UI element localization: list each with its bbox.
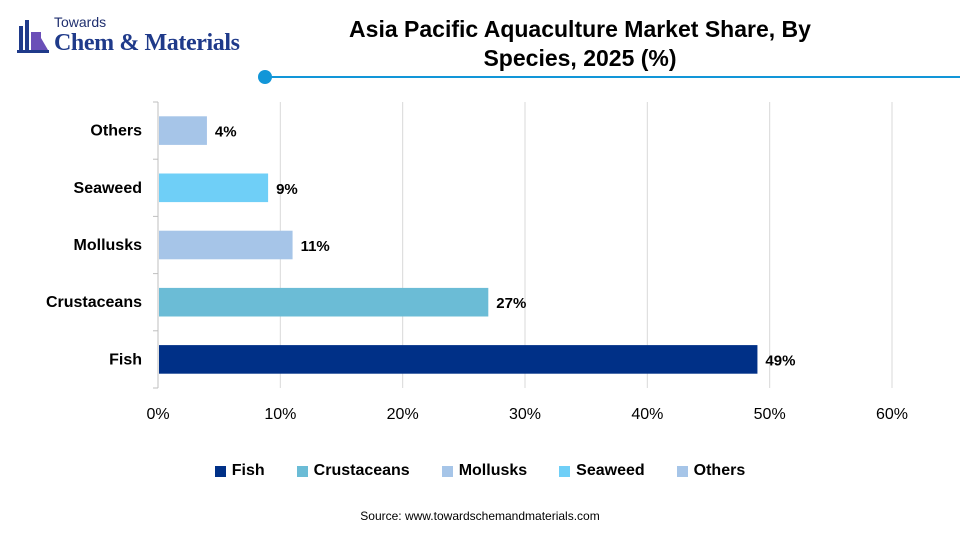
bar-fish: [159, 345, 758, 374]
legend-item-others: Others: [676, 462, 746, 480]
bar-mollusks: [159, 230, 293, 260]
x-tick-label: 0%: [146, 406, 169, 423]
x-tick-label: 50%: [754, 406, 786, 423]
category-label: Fish: [109, 351, 142, 368]
bar-seaweed: [159, 173, 269, 203]
data-label: 4%: [215, 124, 237, 141]
x-tick-label: 10%: [264, 406, 296, 423]
category-label: Seaweed: [74, 180, 142, 197]
bar-crustaceans: [159, 287, 489, 317]
brand-logo: Towards Chem & Materials: [14, 10, 254, 66]
legend-item-seaweed: Seaweed: [559, 462, 645, 480]
x-tick-label: 30%: [509, 406, 541, 423]
bar-others: [159, 116, 207, 145]
category-label: Mollusks: [74, 237, 143, 254]
legend-label: Crustaceans: [313, 462, 410, 479]
data-label: 9%: [276, 181, 298, 198]
legend-label: Fish: [231, 462, 265, 479]
x-tick-label: 40%: [631, 406, 663, 423]
data-label: 27%: [496, 295, 526, 312]
brand-line-2: Chem & Materials: [54, 30, 240, 56]
legend-item-crustaceans: Crustaceans: [296, 462, 410, 480]
x-tick-label: 20%: [387, 406, 419, 423]
legend-label: Mollusks: [458, 462, 528, 479]
chart-legend: Fish Crustaceans Mollusks Seaweed Others: [0, 462, 960, 480]
legend-item-fish: Fish: [214, 462, 265, 480]
legend-label: Others: [693, 462, 746, 479]
data-label: 11%: [301, 238, 330, 255]
legend-swatch: [214, 465, 226, 477]
legend-swatch: [441, 465, 453, 477]
flask-icon: [17, 20, 49, 53]
category-label: Crustaceans: [46, 294, 142, 311]
legend-swatch: [676, 465, 688, 477]
source-note: Source: www.towardschemandmaterials.com: [360, 509, 600, 523]
legend-swatch: [296, 465, 308, 477]
chart-title: Asia Pacific Aquaculture Market Share, B…: [349, 16, 811, 71]
legend-item-mollusks: Mollusks: [441, 462, 528, 480]
legend-swatch: [559, 465, 571, 477]
legend-label: Seaweed: [576, 462, 645, 479]
category-label: Others: [90, 123, 142, 140]
x-tick-label: 60%: [876, 406, 908, 423]
brand-line-1: Towards: [54, 14, 107, 30]
title-rule: [264, 76, 960, 78]
data-label: 49%: [765, 352, 795, 369]
